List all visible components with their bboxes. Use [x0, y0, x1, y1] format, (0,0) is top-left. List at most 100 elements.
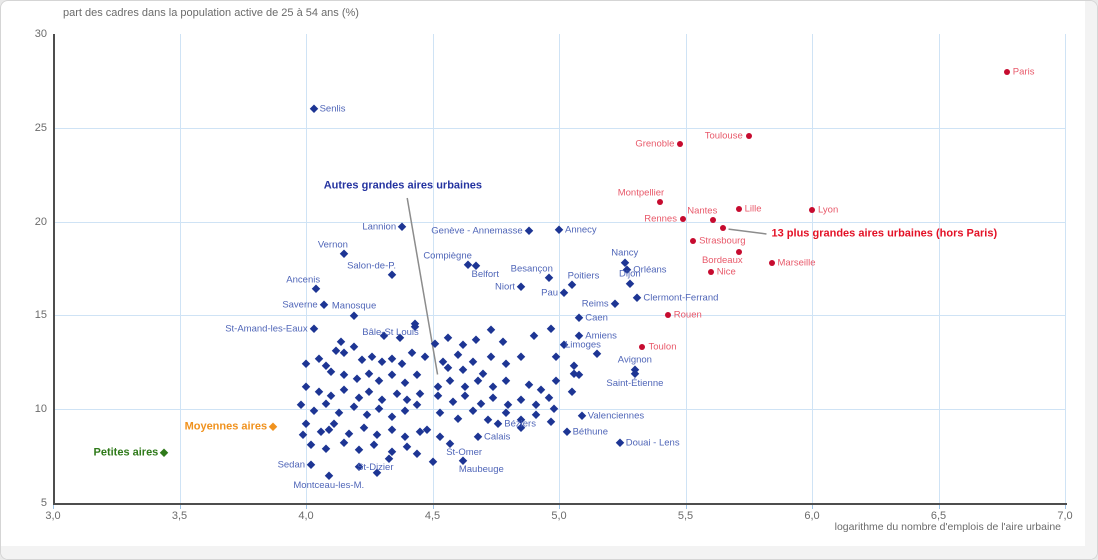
data-point-valenciennes	[577, 411, 587, 421]
data-point-label: Bordeaux	[701, 254, 743, 266]
data-point	[372, 430, 382, 440]
data-point	[339, 370, 349, 380]
data-point-label: Clermont-Ferrand	[643, 292, 719, 304]
data-point-label: Annecy	[565, 224, 597, 236]
x-tick-label: 6,0	[804, 510, 820, 522]
data-point-besan-on	[544, 273, 554, 283]
y-tick-label: 25	[34, 121, 47, 134]
data-point-toulouse	[745, 133, 752, 140]
data-point	[720, 224, 727, 231]
data-point	[516, 352, 526, 362]
data-point	[336, 337, 346, 347]
data-point-label: Manosque	[331, 300, 377, 312]
data-point	[321, 399, 331, 409]
data-point	[339, 348, 349, 358]
data-point	[415, 389, 425, 399]
data-point	[369, 440, 379, 450]
data-point-label: Orléans	[633, 264, 667, 276]
data-point	[301, 359, 311, 369]
data-point	[498, 337, 508, 347]
data-point-label: Paris	[1012, 66, 1035, 78]
data-point	[458, 340, 468, 350]
data-point-st-amand-les-eaux	[309, 324, 319, 334]
x-tick-label: 4,5	[424, 510, 441, 522]
data-point-label: Marseille	[777, 257, 816, 269]
x-tick-label: 3,5	[171, 510, 188, 522]
gridline	[179, 34, 181, 503]
data-point-label: Salon-de-P.	[347, 260, 397, 272]
data-point-manosque	[349, 311, 359, 321]
data-point	[470, 335, 481, 345]
data-point	[420, 352, 430, 362]
data-point	[473, 376, 483, 386]
data-point	[460, 391, 470, 401]
data-point	[387, 370, 397, 380]
x-tickmark	[432, 505, 434, 509]
gridline	[306, 34, 307, 503]
data-point	[478, 369, 488, 379]
data-point-dijon	[625, 279, 635, 289]
data-point	[407, 348, 417, 358]
data-point-label: Calais	[484, 431, 511, 443]
data-point	[501, 376, 511, 386]
data-point	[488, 382, 498, 392]
data-point-label: Douai - Lens	[625, 437, 680, 449]
data-point-label: Caen	[585, 312, 608, 324]
gridline	[53, 221, 1065, 223]
data-point-douai-lens	[615, 438, 625, 448]
data-point-label: Montpellier	[617, 187, 665, 199]
data-point	[448, 397, 458, 407]
data-point	[412, 449, 422, 459]
data-point-niort	[516, 282, 526, 292]
data-point	[567, 387, 577, 397]
data-point	[536, 385, 546, 395]
gridline	[559, 34, 560, 503]
x-tick-label: 3,0	[45, 510, 61, 522]
data-point	[443, 333, 453, 343]
x-tick-label: 7,0	[1057, 510, 1073, 522]
data-point	[349, 402, 359, 412]
data-point	[309, 406, 319, 416]
data-point	[387, 412, 397, 422]
data-point-label: Béziers	[504, 418, 536, 430]
data-point-label: Petites aires	[93, 446, 159, 459]
data-point-label: Nice	[716, 266, 736, 278]
data-point-label: St-Omer	[446, 446, 483, 458]
x-tickmark	[559, 505, 560, 509]
data-point-label: Bâle-St Louis	[362, 327, 419, 339]
leader-line-13plus-note	[728, 228, 767, 235]
gridline	[53, 315, 1065, 317]
x-tick-label: 5,0	[551, 510, 567, 522]
data-point-label: Toulouse	[704, 130, 743, 142]
data-point-label: St-Dizier	[357, 461, 394, 473]
data-point	[349, 342, 359, 352]
data-point	[427, 457, 438, 467]
y-tick-label: 30	[34, 28, 47, 40]
data-point-calais	[473, 432, 483, 442]
data-point-limoges	[592, 349, 602, 359]
data-point-label: Poitiers	[567, 270, 600, 282]
x-axis-title: logarithme du nombre d'emplois de l'aire…	[834, 521, 1061, 533]
data-point-annecy	[554, 225, 564, 235]
data-point	[354, 393, 364, 403]
data-point	[321, 444, 331, 454]
data-point	[344, 429, 354, 439]
data-point-montpellier	[657, 199, 664, 206]
gridline	[432, 34, 434, 503]
data-point-b-ziers	[493, 419, 503, 429]
data-point	[357, 355, 367, 365]
y-tick-label: 15	[34, 309, 47, 322]
data-point	[445, 376, 455, 386]
data-point	[433, 391, 443, 401]
data-point	[400, 432, 410, 442]
data-point-moyennes-aires	[268, 422, 278, 432]
data-point-label: Rennes	[644, 213, 677, 225]
data-point-petites-aires	[159, 448, 169, 458]
data-point-marseille	[768, 260, 775, 267]
data-point-pau	[559, 288, 569, 298]
data-point	[374, 404, 384, 414]
annotation-autres-note: Autres grandes aires urbaines	[323, 179, 483, 192]
data-point-label: Montceau-les-M.	[293, 479, 365, 491]
x-tickmark	[53, 505, 54, 509]
data-point-clermont-ferrand	[632, 293, 642, 303]
